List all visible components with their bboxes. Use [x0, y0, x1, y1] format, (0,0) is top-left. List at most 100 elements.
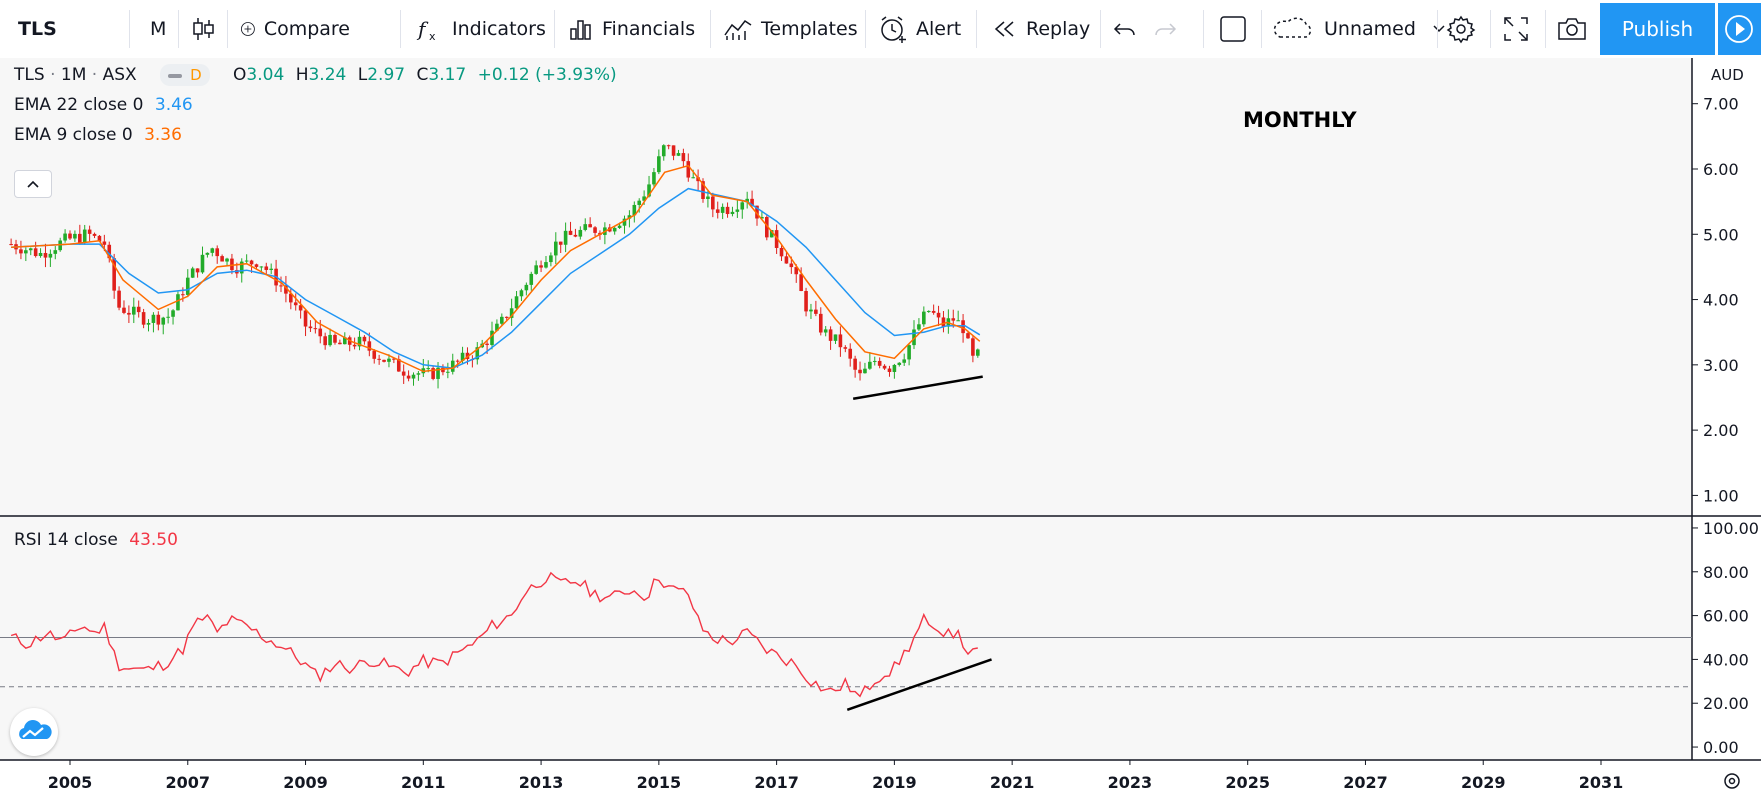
fullscreen-layout-button[interactable]: [1218, 0, 1248, 58]
candle-body: [171, 310, 175, 317]
redo-button[interactable]: [1152, 0, 1178, 58]
layout-menu-button[interactable]: Unnamed: [1270, 0, 1446, 58]
candle-body: [897, 362, 902, 365]
divider: [178, 10, 179, 48]
candle-body: [887, 368, 892, 372]
market-status-badge[interactable]: D: [160, 64, 210, 86]
ema22-legend[interactable]: EMA 22 close 0 3.46: [14, 95, 193, 115]
open-label: O: [233, 65, 247, 85]
candle-body: [539, 265, 543, 268]
candle-body: [715, 209, 720, 213]
price-tick-label: 4.00: [1703, 291, 1739, 310]
fullscreen-button[interactable]: [1501, 0, 1531, 58]
time-tick-label: 2013: [519, 773, 564, 792]
rsi-tick-label: 20.00: [1703, 694, 1749, 713]
candle-body: [146, 322, 151, 325]
plus-circle-icon: [240, 22, 255, 36]
time-tick-label: 2011: [401, 773, 446, 792]
collapse-legend-button[interactable]: [14, 170, 52, 198]
candle-body: [308, 326, 313, 329]
candle-body: [38, 252, 43, 257]
candle-body: [225, 258, 229, 262]
time-tick-label: 2021: [990, 773, 1035, 792]
candle-body: [588, 224, 592, 228]
price-tick-label: 7.00: [1703, 95, 1739, 114]
candle-body: [696, 177, 700, 182]
candle-body: [642, 196, 646, 201]
chart-canvas[interactable]: AUD 7.00 6.00 5.00 4.00 3.00 2.00 1.00 100.00 80.…: [0, 58, 1761, 802]
financials-button[interactable]: Financials: [568, 0, 695, 58]
candle-body: [205, 252, 210, 255]
time-scale-settings-icon: [1724, 773, 1740, 789]
indicators-button[interactable]: f x Indicators: [416, 0, 546, 58]
monthly-annotation[interactable]: MONTHLY: [1243, 108, 1357, 132]
publish-button[interactable]: Publish: [1600, 3, 1715, 55]
legend-symbol: TLS: [14, 65, 45, 85]
time-tick-label: 2019: [872, 773, 917, 792]
ema9-label: EMA 9 close 0: [14, 125, 133, 145]
candle-body: [244, 260, 249, 262]
candle-body: [858, 369, 862, 374]
ema22-label: EMA 22 close 0: [14, 95, 144, 115]
time-tick-label: 2005: [48, 773, 93, 792]
camera-icon: [1558, 18, 1586, 40]
candle-body: [131, 306, 136, 315]
alarm-clock-icon: [881, 16, 906, 43]
close-label: C: [416, 65, 429, 85]
interval-button[interactable]: M: [150, 0, 166, 58]
snapshot-button[interactable]: [1556, 0, 1588, 58]
publish-label: Publish: [1621, 17, 1694, 41]
candle-body: [313, 328, 318, 330]
candle-body: [352, 344, 357, 347]
candle-body: [338, 342, 342, 345]
candle-body: [514, 296, 519, 309]
rsi-tick-label: 40.00: [1703, 650, 1749, 669]
change-value: +0.12 (+3.93%): [477, 65, 617, 85]
symbol-search[interactable]: TLS: [18, 0, 128, 58]
candle-body: [563, 230, 568, 245]
ema22-line: [11, 187, 981, 369]
candle-body: [500, 316, 504, 324]
candle-body: [877, 360, 882, 366]
chevron-down-icon: [1433, 25, 1445, 33]
candle-body: [720, 206, 725, 213]
candle-body: [210, 248, 215, 253]
candle-body: [117, 290, 121, 308]
chart-area[interactable]: AUD 7.00 6.00 5.00 4.00 3.00 2.00 1.00 100.00 80.…: [0, 58, 1761, 802]
play-button[interactable]: [1718, 3, 1761, 55]
undo-button[interactable]: [1112, 0, 1138, 58]
bar-chart-icon: [570, 20, 591, 40]
candle-body: [769, 230, 774, 238]
alert-button[interactable]: Alert: [878, 0, 961, 58]
tradingview-logo[interactable]: [10, 708, 58, 756]
time-tick-label: 2023: [1108, 773, 1153, 792]
chart-style-button[interactable]: [190, 0, 216, 58]
price-tick-label: 5.00: [1703, 225, 1739, 244]
candle-body: [195, 268, 200, 273]
candle-body: [774, 230, 779, 248]
symbol-label: TLS: [18, 18, 57, 40]
divider: [400, 10, 401, 48]
ema9-legend[interactable]: EMA 9 close 0 3.36: [14, 125, 182, 145]
candle-body: [485, 343, 489, 345]
candle-body: [318, 328, 323, 337]
time-tick-label: 2009: [283, 773, 328, 792]
compare-button[interactable]: Compare: [240, 0, 350, 58]
candle-body: [956, 320, 960, 322]
settings-button[interactable]: [1446, 0, 1476, 58]
candle-body: [912, 329, 916, 346]
candle-body: [426, 368, 431, 370]
time-tick-label: 2031: [1579, 773, 1624, 792]
rsi-legend[interactable]: RSI 14 close 43.50: [14, 530, 178, 550]
templates-button[interactable]: Templates: [723, 0, 858, 58]
candle-body: [686, 161, 691, 178]
candle-body: [436, 367, 440, 379]
function-icon: f x: [416, 17, 436, 43]
replay-button[interactable]: Replay: [992, 0, 1090, 58]
candle-body: [284, 285, 288, 294]
candle-body: [161, 317, 166, 325]
candle-body: [127, 312, 131, 315]
candle-body: [544, 262, 548, 268]
candle-body: [24, 250, 28, 254]
candle-body: [529, 273, 534, 285]
